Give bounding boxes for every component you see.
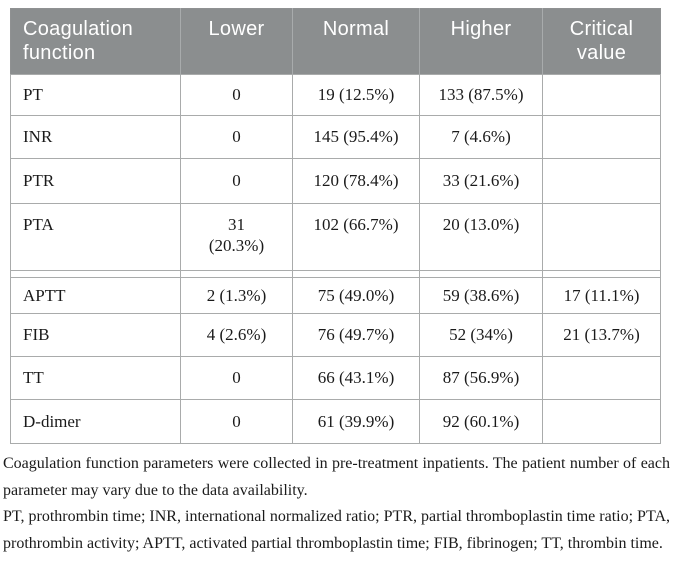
cell-higher: 133 (87.5%) — [419, 74, 543, 116]
cell-lower: 0 — [180, 399, 293, 444]
spacer-cell — [292, 270, 420, 278]
table-row-pta: PTA 31 (20.3%) 102 (66.7%) 20 (13.0%) — [10, 203, 661, 271]
cell-lower: 0 — [180, 356, 293, 400]
cell-lower: 0 — [180, 115, 293, 159]
table-footnotes: Coagulation function parameters were col… — [3, 451, 670, 557]
cell-parameter: PTR — [10, 158, 181, 204]
table-row-ptr: PTR 0 120 (78.4%) 33 (21.6%) — [10, 158, 661, 204]
spacer-cell — [10, 270, 181, 278]
cell-higher: 33 (21.6%) — [419, 158, 543, 204]
cell-critical — [542, 115, 661, 159]
cell-normal: 102 (66.7%) — [292, 203, 420, 271]
cell-normal: 61 (39.9%) — [292, 399, 420, 444]
table-row-pt: PT 0 19 (12.5%) 133 (87.5%) — [10, 74, 661, 116]
cell-lower: 0 — [180, 158, 293, 204]
coagulation-function-table: Coagulation function Lower Normal Higher… — [10, 8, 661, 444]
group-spacer-row — [10, 270, 661, 278]
cell-critical — [542, 158, 661, 204]
header-cell-higher: Higher — [419, 8, 543, 75]
spacer-cell — [419, 270, 543, 278]
cell-higher: 87 (56.9%) — [419, 356, 543, 400]
table-row-aptt: APTT 2 (1.3%) 75 (49.0%) 59 (38.6%) 17 (… — [10, 277, 661, 314]
cell-critical — [542, 356, 661, 400]
table-row-tt: TT 0 66 (43.1%) 87 (56.9%) — [10, 356, 661, 400]
spacer-cell — [180, 270, 293, 278]
cell-normal: 66 (43.1%) — [292, 356, 420, 400]
cell-higher: 7 (4.6%) — [419, 115, 543, 159]
cell-lower: 4 (2.6%) — [180, 313, 293, 357]
footnote-collection-method: Coagulation function parameters were col… — [3, 455, 670, 499]
table-row-fib: FIB 4 (2.6%) 76 (49.7%) 52 (34%) 21 (13.… — [10, 313, 661, 357]
spacer-cell — [542, 270, 661, 278]
cell-critical — [542, 399, 661, 444]
cell-critical — [542, 203, 661, 271]
cell-parameter: PTA — [10, 203, 181, 271]
cell-lower: 2 (1.3%) — [180, 277, 293, 314]
cell-parameter: D-dimer — [10, 399, 181, 444]
cell-normal: 76 (49.7%) — [292, 313, 420, 357]
header-cell-coagulation-function: Coagulation function — [10, 8, 181, 75]
cell-critical: 17 (11.1%) — [542, 277, 661, 314]
table-header: Coagulation function Lower Normal Higher… — [10, 8, 661, 75]
cell-lower: 0 — [180, 74, 293, 116]
cell-parameter: INR — [10, 115, 181, 159]
table-row-d-dimer: D-dimer 0 61 (39.9%) 92 (60.1%) — [10, 399, 661, 444]
cell-critical: 21 (13.7%) — [542, 313, 661, 357]
cell-lower: 31 (20.3%) — [180, 203, 293, 271]
table-row-inr: INR 0 145 (95.4%) 7 (4.6%) — [10, 115, 661, 159]
cell-normal: 145 (95.4%) — [292, 115, 420, 159]
header-cell-normal: Normal — [292, 8, 420, 75]
cell-higher: 59 (38.6%) — [419, 277, 543, 314]
cell-normal: 19 (12.5%) — [292, 74, 420, 116]
cell-parameter: FIB — [10, 313, 181, 357]
header-row: Coagulation function Lower Normal Higher… — [10, 8, 661, 75]
table-body: PT 0 19 (12.5%) 133 (87.5%) INR 0 145 (9… — [10, 74, 661, 444]
header-cell-critical-value: Critical value — [542, 8, 661, 75]
cell-higher: 52 (34%) — [419, 313, 543, 357]
cell-higher: 92 (60.1%) — [419, 399, 543, 444]
footnote-abbreviations: PT, prothrombin time; INR, international… — [3, 508, 670, 552]
header-cell-lower: Lower — [180, 8, 293, 75]
cell-normal: 120 (78.4%) — [292, 158, 420, 204]
cell-parameter: APTT — [10, 277, 181, 314]
cell-higher: 20 (13.0%) — [419, 203, 543, 271]
cell-parameter: TT — [10, 356, 181, 400]
cell-normal: 75 (49.0%) — [292, 277, 420, 314]
cell-parameter: PT — [10, 74, 181, 116]
cell-critical — [542, 74, 661, 116]
